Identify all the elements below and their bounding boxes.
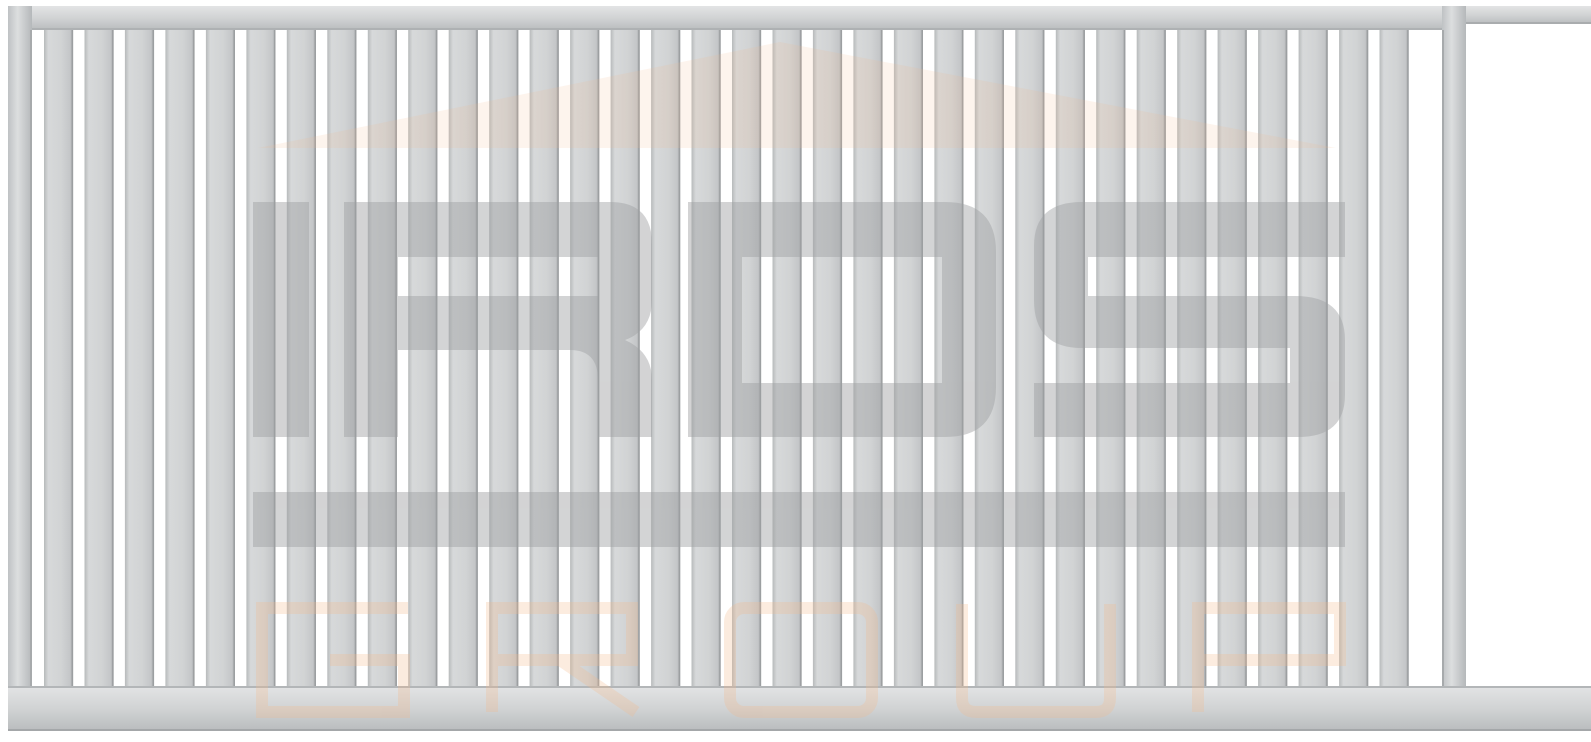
- gate-slat-edge: [193, 30, 195, 686]
- gate-slat: [1055, 30, 1085, 686]
- gate-slat-edge: [719, 30, 721, 686]
- gate-slat: [327, 30, 357, 686]
- gate-slat-edge: [840, 30, 843, 686]
- gate-slat: [1339, 30, 1369, 686]
- gate-slat-edge: [354, 30, 357, 686]
- gate-slat: [1096, 30, 1126, 686]
- gate-slat: [367, 30, 397, 686]
- gate-slat: [489, 30, 519, 686]
- gate-slat: [934, 30, 964, 686]
- gate-slats: [44, 30, 1409, 686]
- gate-slat: [84, 30, 114, 686]
- gate-slat-edge: [395, 30, 397, 686]
- right-post: [1442, 6, 1466, 692]
- gate-slat-edge: [881, 30, 883, 686]
- gate-slat-edge: [476, 30, 478, 686]
- gate-slat-edge: [1083, 30, 1085, 686]
- gate-slat-edge: [233, 30, 235, 686]
- gate-slat: [205, 30, 235, 686]
- gate-slat: [529, 30, 559, 686]
- gate-slat: [853, 30, 883, 686]
- gate-slat-edge: [1407, 30, 1409, 686]
- gate-slat-edge: [921, 30, 923, 686]
- gate-slat: [408, 30, 438, 686]
- gate-slat-edge: [152, 30, 155, 686]
- gate-slat: [448, 30, 478, 686]
- gate-slat: [570, 30, 600, 686]
- gate-slat-edge: [800, 30, 802, 686]
- gate-slat-edge: [516, 30, 519, 686]
- gate-slat: [286, 30, 316, 686]
- gate-slat: [691, 30, 721, 686]
- left-post: [8, 6, 32, 731]
- gate-slat: [1015, 30, 1045, 686]
- gate-slat-edge: [435, 30, 438, 686]
- gate-slat-edge: [1002, 30, 1004, 686]
- gate-slat-edge: [274, 30, 276, 686]
- gate-slat: [124, 30, 154, 686]
- gate-slat-edge: [1326, 30, 1328, 686]
- gate-slat: [893, 30, 923, 686]
- gate-slat: [610, 30, 640, 686]
- gate-slat-edge: [1204, 30, 1207, 686]
- bottom-rail: [8, 686, 1591, 731]
- gate-slat: [1298, 30, 1328, 686]
- gate-slat: [1379, 30, 1409, 686]
- gate-slat-edge: [557, 30, 559, 686]
- gate-slat-edge: [1164, 30, 1166, 686]
- gate-slat-edge: [112, 30, 114, 686]
- gate-slat: [732, 30, 762, 686]
- gate-slat-edge: [597, 30, 600, 686]
- gate-slat: [772, 30, 802, 686]
- gate-slat-edge: [1285, 30, 1288, 686]
- right-top-rail-line: [1466, 22, 1591, 24]
- gate-slat: [165, 30, 195, 686]
- gate-slat-edge: [962, 30, 964, 686]
- gate-slat: [1217, 30, 1247, 686]
- gate-slat: [246, 30, 276, 686]
- gate-slat-edge: [1042, 30, 1045, 686]
- gate-slat-edge: [678, 30, 681, 686]
- gate-slat: [974, 30, 1004, 686]
- gate-slat: [812, 30, 842, 686]
- gate-slat-edge: [638, 30, 640, 686]
- gate-slat: [651, 30, 681, 686]
- gate-slat-edge: [314, 30, 316, 686]
- gate-slat-edge: [1245, 30, 1247, 686]
- gate-slat: [1258, 30, 1288, 686]
- gate-slat-edge: [1366, 30, 1369, 686]
- gate-slat-edge: [71, 30, 74, 686]
- top-rail: [8, 6, 1466, 30]
- gate-slat: [1177, 30, 1207, 686]
- gate-slat-edge: [1123, 30, 1126, 686]
- right-top-rail: [1466, 6, 1591, 24]
- gate-slat: [1136, 30, 1166, 686]
- gate-slat: [44, 30, 74, 686]
- gate-slat-edge: [759, 30, 762, 686]
